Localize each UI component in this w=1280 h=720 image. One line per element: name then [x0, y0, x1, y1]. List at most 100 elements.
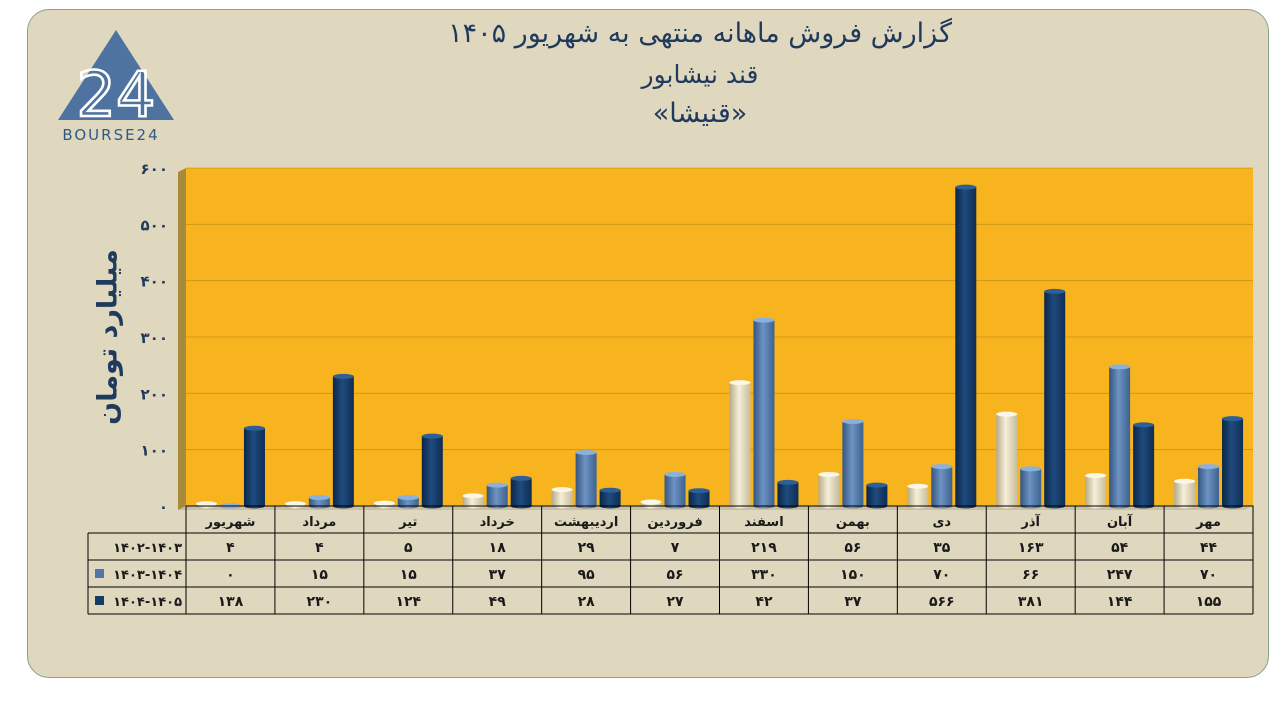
data-value: ۱۵۰ — [840, 567, 866, 583]
data-value: ۷۰ — [933, 567, 950, 583]
bar — [510, 475, 532, 509]
y-tick-label: ۰ — [159, 498, 168, 516]
data-value: ۱۵ — [400, 567, 418, 583]
bar — [373, 500, 395, 509]
data-value: ۱۲۴ — [395, 594, 421, 610]
legend-swatch — [95, 596, 104, 605]
bar — [1109, 364, 1131, 509]
data-value: ۴ — [315, 540, 324, 556]
data-value: ۳۷ — [844, 594, 862, 610]
bar — [955, 184, 977, 509]
data-value: ۳۸۱ — [1018, 594, 1044, 610]
data-value: ۲۴۷ — [1107, 567, 1133, 583]
category-label: اسفند — [744, 515, 783, 530]
bar — [195, 501, 217, 509]
data-value: ۵۶ — [666, 567, 683, 583]
bourse24-logo: 24 — [58, 30, 174, 132]
plot-area — [186, 168, 1253, 506]
series-name: ۱۴۰۴-۱۴۰۵ — [113, 595, 182, 610]
data-value: ۰ — [226, 567, 235, 583]
category-label: تیر — [398, 515, 417, 530]
y-tick-label: ۵۰۰ — [141, 216, 168, 234]
bar — [551, 487, 573, 509]
data-value: ۱۸ — [489, 540, 507, 556]
chart-title: گزارش فروش ماهانه منتهی به شهریور ۱۴۰۵ — [448, 18, 952, 49]
bar — [1198, 464, 1220, 509]
bar — [1222, 416, 1244, 509]
data-value: ۳۵ — [933, 540, 951, 556]
bar — [397, 495, 419, 509]
category-label: دی — [932, 515, 951, 530]
data-value: ۵ — [404, 540, 413, 556]
bar — [931, 464, 953, 509]
bar — [664, 471, 686, 509]
series-name: ۱۴۰۳-۱۴۰۴ — [113, 568, 182, 583]
data-value: ۲۳۰ — [307, 594, 333, 610]
bar — [907, 483, 929, 509]
data-value: ۵۴ — [1111, 540, 1129, 556]
category-label: اردیبهشت — [554, 515, 618, 530]
bar — [1133, 422, 1155, 509]
data-value: ۴۴ — [1200, 540, 1218, 556]
series-name: ۱۴۰۲-۱۴۰۳ — [113, 541, 182, 556]
brand-name: BOURSE24 — [62, 126, 160, 144]
data-value: ۴۹ — [489, 594, 507, 610]
y-tick-label: ۴۰۰ — [141, 273, 168, 291]
category-label: خرداد — [480, 515, 515, 530]
data-value: ۲۱۹ — [751, 540, 777, 556]
bar — [996, 411, 1018, 509]
y-tick-label: ۱۰۰ — [141, 442, 168, 460]
category-label: مهر — [1195, 515, 1221, 530]
data-value: ۲۸ — [578, 594, 596, 610]
bar — [640, 499, 662, 509]
data-value: ۱۵۵ — [1196, 594, 1222, 610]
data-value: ۹۵ — [578, 567, 596, 583]
bar — [486, 482, 508, 509]
y-tick-label: ۳۰۰ — [141, 329, 168, 347]
bar — [818, 471, 840, 509]
data-value: ۵۶۶ — [929, 594, 955, 610]
category-label: شهریور — [204, 515, 255, 530]
data-value: ۴۲ — [755, 594, 773, 610]
category-label: بهمن — [836, 515, 870, 530]
data-value: ۳۳۰ — [751, 567, 777, 583]
bar — [842, 419, 864, 509]
y-tick-label: ۶۰۰ — [141, 160, 168, 178]
ticker-name: «قنیشا» — [652, 98, 748, 129]
data-value: ۱۳۸ — [218, 594, 244, 610]
bar — [332, 373, 354, 509]
bar — [1020, 466, 1042, 509]
bar — [575, 449, 597, 509]
bar — [1085, 473, 1107, 509]
plot-floor — [178, 506, 1253, 510]
bar — [1174, 478, 1196, 509]
bar — [866, 482, 888, 509]
data-value: ۴ — [226, 540, 235, 556]
data-value: ۵۶ — [844, 540, 861, 556]
data-value: ۳۷ — [489, 567, 507, 583]
data-value: ۷۰ — [1200, 567, 1217, 583]
bar — [243, 425, 265, 509]
bar — [753, 317, 775, 509]
bar — [688, 488, 710, 509]
data-value: ۲۹ — [578, 540, 596, 556]
company-name: قند نیشابور — [641, 60, 759, 89]
bar — [421, 433, 443, 509]
svg-text:24: 24 — [77, 58, 156, 131]
data-value: ۷ — [671, 540, 680, 556]
data-value: ۶۶ — [1022, 567, 1039, 583]
data-value: ۲۷ — [666, 594, 684, 610]
bar — [284, 501, 306, 509]
bar — [729, 380, 751, 509]
category-label: آبان — [1107, 513, 1133, 530]
data-value: ۱۶۳ — [1018, 540, 1044, 556]
data-value: ۱۴۴ — [1107, 594, 1133, 610]
bar — [599, 487, 621, 509]
legend-swatch — [95, 569, 104, 578]
category-label: مرداد — [302, 515, 336, 530]
category-label: آذر — [1020, 513, 1040, 530]
plot-side-wall — [178, 168, 186, 510]
y-tick-label: ۲۰۰ — [141, 385, 168, 403]
data-value: ۱۵ — [311, 567, 329, 583]
bar — [777, 479, 799, 509]
